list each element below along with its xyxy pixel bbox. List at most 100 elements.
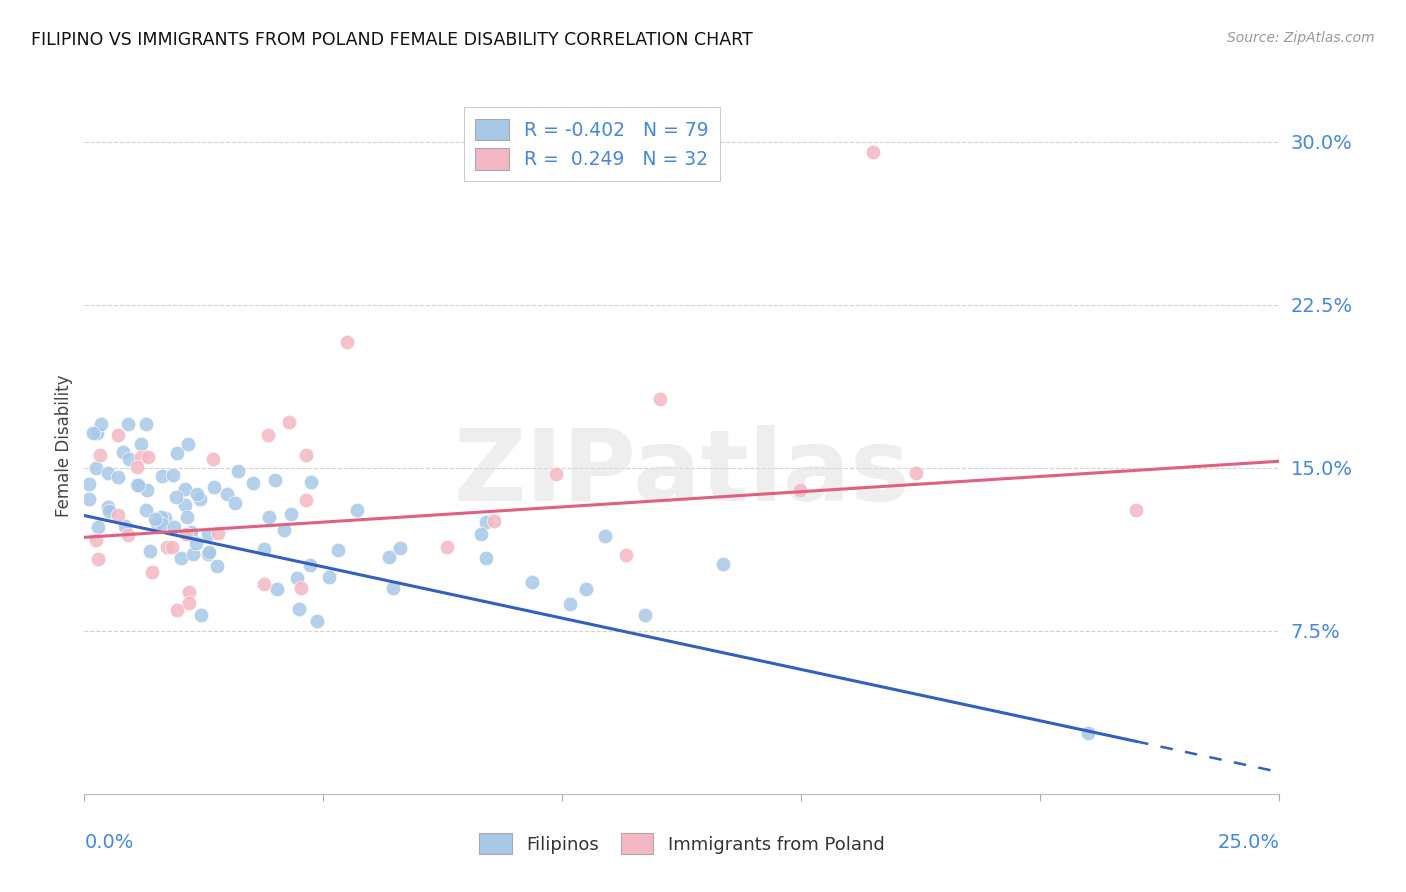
Point bbox=[202, 452, 225, 467]
Point bbox=[77, 491, 100, 506]
Point bbox=[288, 602, 311, 616]
Text: ZIPatlas: ZIPatlas bbox=[454, 425, 910, 523]
Point bbox=[207, 525, 229, 540]
Point bbox=[326, 543, 349, 558]
Point bbox=[242, 476, 264, 491]
Y-axis label: Female Disability: Female Disability bbox=[55, 375, 73, 517]
Point bbox=[546, 467, 568, 481]
Point bbox=[789, 483, 811, 497]
Point bbox=[125, 478, 148, 492]
Point bbox=[226, 465, 249, 479]
Point bbox=[107, 470, 129, 484]
Point bbox=[165, 490, 187, 504]
Point bbox=[127, 477, 149, 491]
Point bbox=[84, 461, 107, 475]
Point bbox=[257, 428, 280, 442]
Point bbox=[135, 503, 157, 517]
Point bbox=[299, 558, 322, 572]
Point bbox=[77, 477, 100, 491]
Text: 25.0%: 25.0% bbox=[1218, 833, 1279, 852]
Point bbox=[711, 557, 734, 571]
Point bbox=[97, 500, 120, 515]
Point bbox=[84, 533, 107, 548]
Point bbox=[224, 496, 246, 510]
Point bbox=[285, 571, 308, 585]
Point bbox=[378, 549, 401, 564]
Point bbox=[150, 516, 173, 531]
Point bbox=[150, 469, 173, 483]
Point bbox=[197, 545, 219, 559]
Point bbox=[186, 487, 208, 501]
Point bbox=[346, 502, 368, 516]
Point bbox=[117, 527, 139, 541]
Point bbox=[253, 576, 276, 591]
Point bbox=[484, 514, 506, 528]
Text: Source: ZipAtlas.com: Source: ZipAtlas.com bbox=[1227, 31, 1375, 45]
Point bbox=[634, 607, 657, 622]
Point bbox=[118, 452, 141, 467]
Point bbox=[202, 480, 225, 494]
Point bbox=[905, 467, 928, 481]
Point bbox=[136, 483, 159, 498]
Point bbox=[177, 596, 200, 610]
Point bbox=[388, 541, 411, 555]
Point bbox=[305, 614, 328, 628]
Point bbox=[215, 487, 238, 501]
Point bbox=[166, 602, 188, 616]
Point bbox=[381, 581, 404, 595]
Point bbox=[180, 524, 202, 539]
Point bbox=[197, 547, 219, 561]
Point bbox=[125, 459, 148, 474]
Point bbox=[336, 334, 359, 349]
Point bbox=[190, 607, 212, 622]
Point bbox=[179, 526, 201, 541]
Point bbox=[143, 512, 166, 526]
Point bbox=[273, 524, 295, 538]
Point bbox=[153, 511, 176, 525]
Point bbox=[207, 559, 229, 574]
Point bbox=[174, 527, 197, 541]
Point bbox=[252, 542, 274, 557]
Point bbox=[97, 466, 120, 480]
Point bbox=[1125, 502, 1147, 516]
Point bbox=[86, 520, 108, 534]
Point bbox=[162, 468, 184, 483]
Point bbox=[575, 582, 598, 596]
Point bbox=[117, 417, 139, 432]
Point bbox=[862, 145, 884, 160]
Point bbox=[174, 499, 197, 513]
Point bbox=[114, 519, 136, 533]
Point bbox=[139, 544, 162, 558]
Point bbox=[156, 540, 179, 554]
Point bbox=[593, 528, 616, 542]
Point bbox=[87, 552, 110, 566]
Point bbox=[111, 445, 134, 459]
Point bbox=[650, 392, 672, 407]
Point bbox=[188, 492, 211, 507]
Point bbox=[138, 450, 160, 464]
Point bbox=[522, 574, 544, 589]
Point bbox=[135, 417, 157, 432]
Point bbox=[82, 425, 104, 440]
Point bbox=[141, 565, 163, 579]
Point bbox=[177, 436, 200, 450]
Point bbox=[436, 540, 458, 554]
Point bbox=[318, 570, 340, 584]
Point bbox=[146, 516, 169, 530]
Point bbox=[162, 540, 184, 554]
Point bbox=[614, 548, 637, 562]
Text: FILIPINO VS IMMIGRANTS FROM POLAND FEMALE DISABILITY CORRELATION CHART: FILIPINO VS IMMIGRANTS FROM POLAND FEMAL… bbox=[31, 31, 752, 49]
Point bbox=[170, 550, 193, 565]
Point bbox=[163, 520, 186, 534]
Point bbox=[149, 509, 172, 524]
Point bbox=[474, 515, 496, 529]
Point bbox=[107, 508, 129, 523]
Legend: Filipinos, Immigrants from Poland: Filipinos, Immigrants from Poland bbox=[472, 826, 891, 862]
Point bbox=[90, 417, 112, 432]
Point bbox=[129, 437, 152, 451]
Point bbox=[1077, 726, 1099, 740]
Point bbox=[295, 448, 318, 462]
Point bbox=[558, 597, 581, 611]
Point bbox=[266, 582, 288, 596]
Point bbox=[263, 473, 285, 487]
